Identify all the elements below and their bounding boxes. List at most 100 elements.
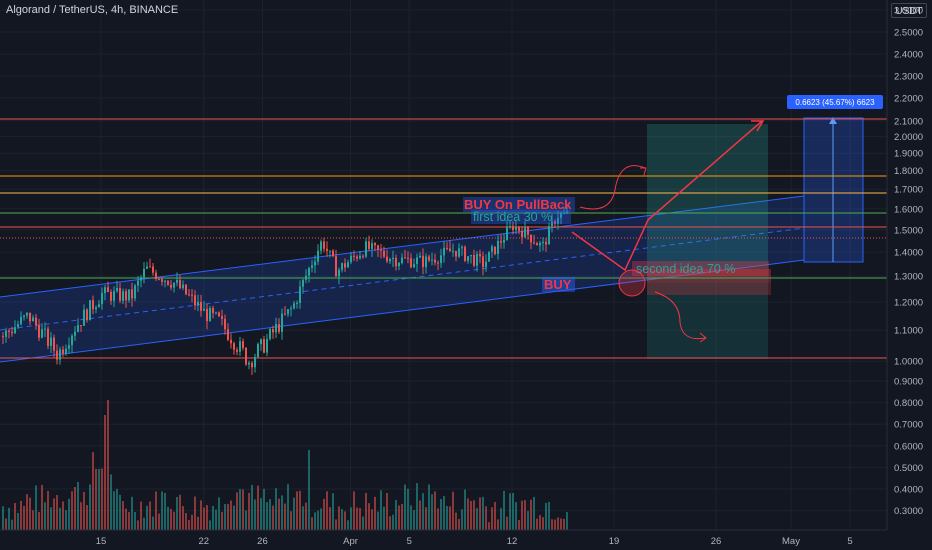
volume-bar: [209, 520, 211, 530]
volume-bar: [341, 509, 343, 530]
candle-body: [11, 331, 13, 334]
stop-zone-2[interactable]: [647, 283, 771, 295]
curve-down-arrowhead: [699, 332, 707, 343]
volume-bar: [281, 495, 283, 530]
candle-body: [560, 213, 562, 218]
volume-bar: [533, 496, 535, 530]
candle-body: [431, 259, 433, 261]
candle-body: [86, 309, 88, 321]
candle-body: [179, 280, 181, 289]
price-tick-label: 0.7000: [894, 420, 923, 431]
candle-body: [140, 277, 142, 281]
candle-body: [407, 257, 409, 259]
volume-bar: [473, 500, 475, 530]
time-tick-label: 19: [609, 536, 620, 547]
currency-menu-button[interactable]: USDT: [891, 3, 927, 18]
candle-body: [518, 226, 520, 231]
volume-bar: [521, 500, 523, 530]
stop-zone[interactable]: [647, 269, 771, 283]
time-axis[interactable]: 15 22 26 Apr 5 12 19 26 May 5: [0, 529, 932, 550]
price-axis[interactable]: 3.0000 2.5000 2.4000 2.3000 2.2000 2.1000 2.00…: [886, 0, 932, 550]
candle-body: [122, 291, 124, 301]
candle-body: [542, 241, 544, 243]
volume-bar: [269, 499, 271, 530]
annotation-second-idea[interactable]: second idea 70 %: [636, 262, 735, 276]
volume-bar: [176, 496, 178, 530]
price-tick-label: 3.0000: [894, 6, 923, 17]
candle-body: [149, 266, 151, 268]
volume-bar: [377, 511, 379, 530]
annotation-first-idea[interactable]: first idea 30 %: [473, 210, 552, 224]
volume-bar: [239, 489, 241, 530]
volume-bar: [35, 485, 37, 530]
price-tick-label: 1.0000: [894, 357, 923, 368]
candle-body: [101, 293, 103, 305]
volume-bar: [44, 502, 46, 530]
annotation-buy-pullback[interactable]: BUY On PullBack: [464, 197, 572, 212]
candle-body: [533, 242, 535, 244]
candle-body: [287, 309, 289, 315]
candle-body: [200, 301, 202, 311]
volume-bar: [26, 494, 28, 530]
candle-body: [464, 247, 466, 261]
volume-bars: [2, 400, 568, 530]
curve-up-arrow: [579, 165, 646, 210]
volume-bar: [224, 504, 226, 530]
volume-bar: [230, 500, 232, 530]
candle-body: [422, 255, 424, 268]
candle-body: [335, 256, 337, 277]
volume-bar: [158, 513, 160, 530]
candle-body: [239, 341, 241, 352]
candle-body: [563, 213, 565, 215]
buy-zone-circle[interactable]: [618, 269, 646, 297]
candle-body: [167, 280, 169, 285]
volume-bar: [71, 491, 73, 530]
candle-body: [488, 251, 490, 262]
volume-bar: [38, 512, 40, 530]
candle-body: [521, 230, 523, 238]
candle-body: [38, 325, 40, 338]
channel-lower-line[interactable]: [0, 259, 805, 363]
projection-path[interactable]: [571, 120, 763, 272]
price-tick-label: 0.3000: [894, 506, 923, 517]
time-tick-label: Apr: [343, 536, 358, 547]
candle-body: [548, 226, 550, 245]
volume-bar: [332, 493, 334, 530]
volume-bar: [455, 512, 457, 530]
price-tick-label: 1.4000: [894, 248, 923, 259]
candle-body: [185, 284, 187, 295]
candle-body: [104, 287, 106, 294]
candle-body: [188, 294, 190, 296]
volume-bar: [47, 491, 49, 530]
candle-body: [113, 291, 115, 301]
price-tick-label: 2.3000: [894, 72, 923, 83]
target-zone[interactable]: [647, 124, 768, 269]
volume-bar: [422, 493, 424, 530]
candle-body: [137, 280, 139, 286]
candle-body: [536, 243, 538, 246]
candle-body: [440, 255, 442, 264]
candle-body: [515, 226, 517, 231]
volume-bar: [104, 415, 106, 530]
volume-bar: [554, 519, 556, 530]
candle-body: [128, 289, 130, 301]
volume-bar: [362, 516, 364, 530]
candle-body: [197, 301, 199, 306]
volume-bar: [236, 492, 238, 530]
volume-bar: [119, 494, 121, 530]
candle-body: [110, 291, 112, 301]
candle-body: [299, 286, 301, 303]
candle-body: [224, 318, 226, 330]
candle-body: [44, 328, 46, 330]
price-tick-label: 1.1000: [894, 326, 923, 337]
position-zones[interactable]: 0.6623 (45.67%) 6623: [647, 95, 883, 359]
lower-target-zone[interactable]: [647, 269, 768, 359]
volume-bar: [233, 505, 235, 530]
candle-body: [350, 255, 352, 263]
price-tick-label: 2.2000: [894, 94, 923, 105]
volume-bar: [53, 498, 55, 530]
candle-body: [92, 300, 94, 310]
annotation-buy[interactable]: BUY: [544, 277, 572, 292]
